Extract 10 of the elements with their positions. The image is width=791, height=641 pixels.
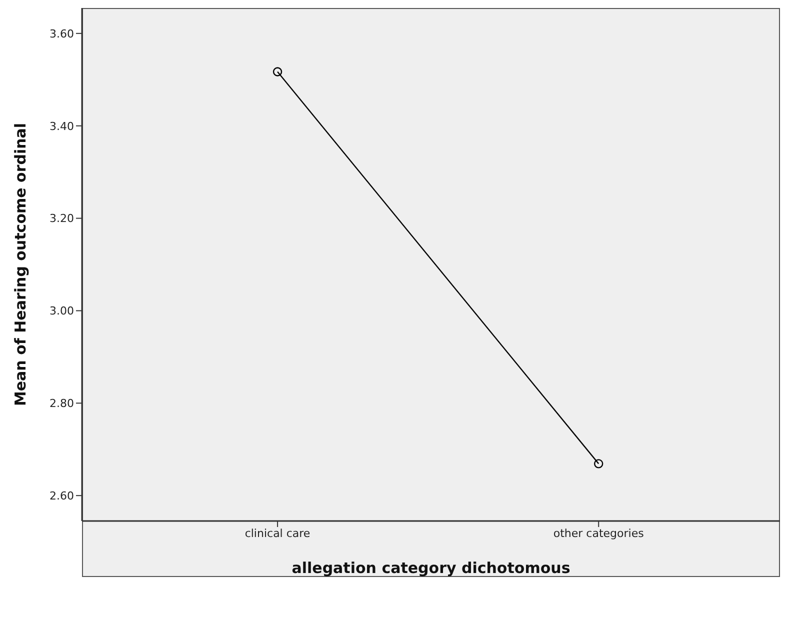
x-axis-title: allegation category dichotomous	[292, 559, 570, 577]
y-tick-label: 3.20	[50, 212, 74, 226]
y-axis-title: Mean of Hearing outcome ordinal	[11, 122, 30, 406]
y-tick-label: 3.40	[50, 120, 74, 133]
y-tick-label: 2.60	[50, 489, 74, 502]
y-tick-label: 3.00	[50, 304, 74, 318]
y-tick-label: 3.60	[50, 27, 74, 40]
x-tick-label: other categories	[553, 526, 644, 540]
y-tick-label: 2.80	[50, 397, 74, 410]
x-tick-label: clinical care	[244, 526, 310, 540]
